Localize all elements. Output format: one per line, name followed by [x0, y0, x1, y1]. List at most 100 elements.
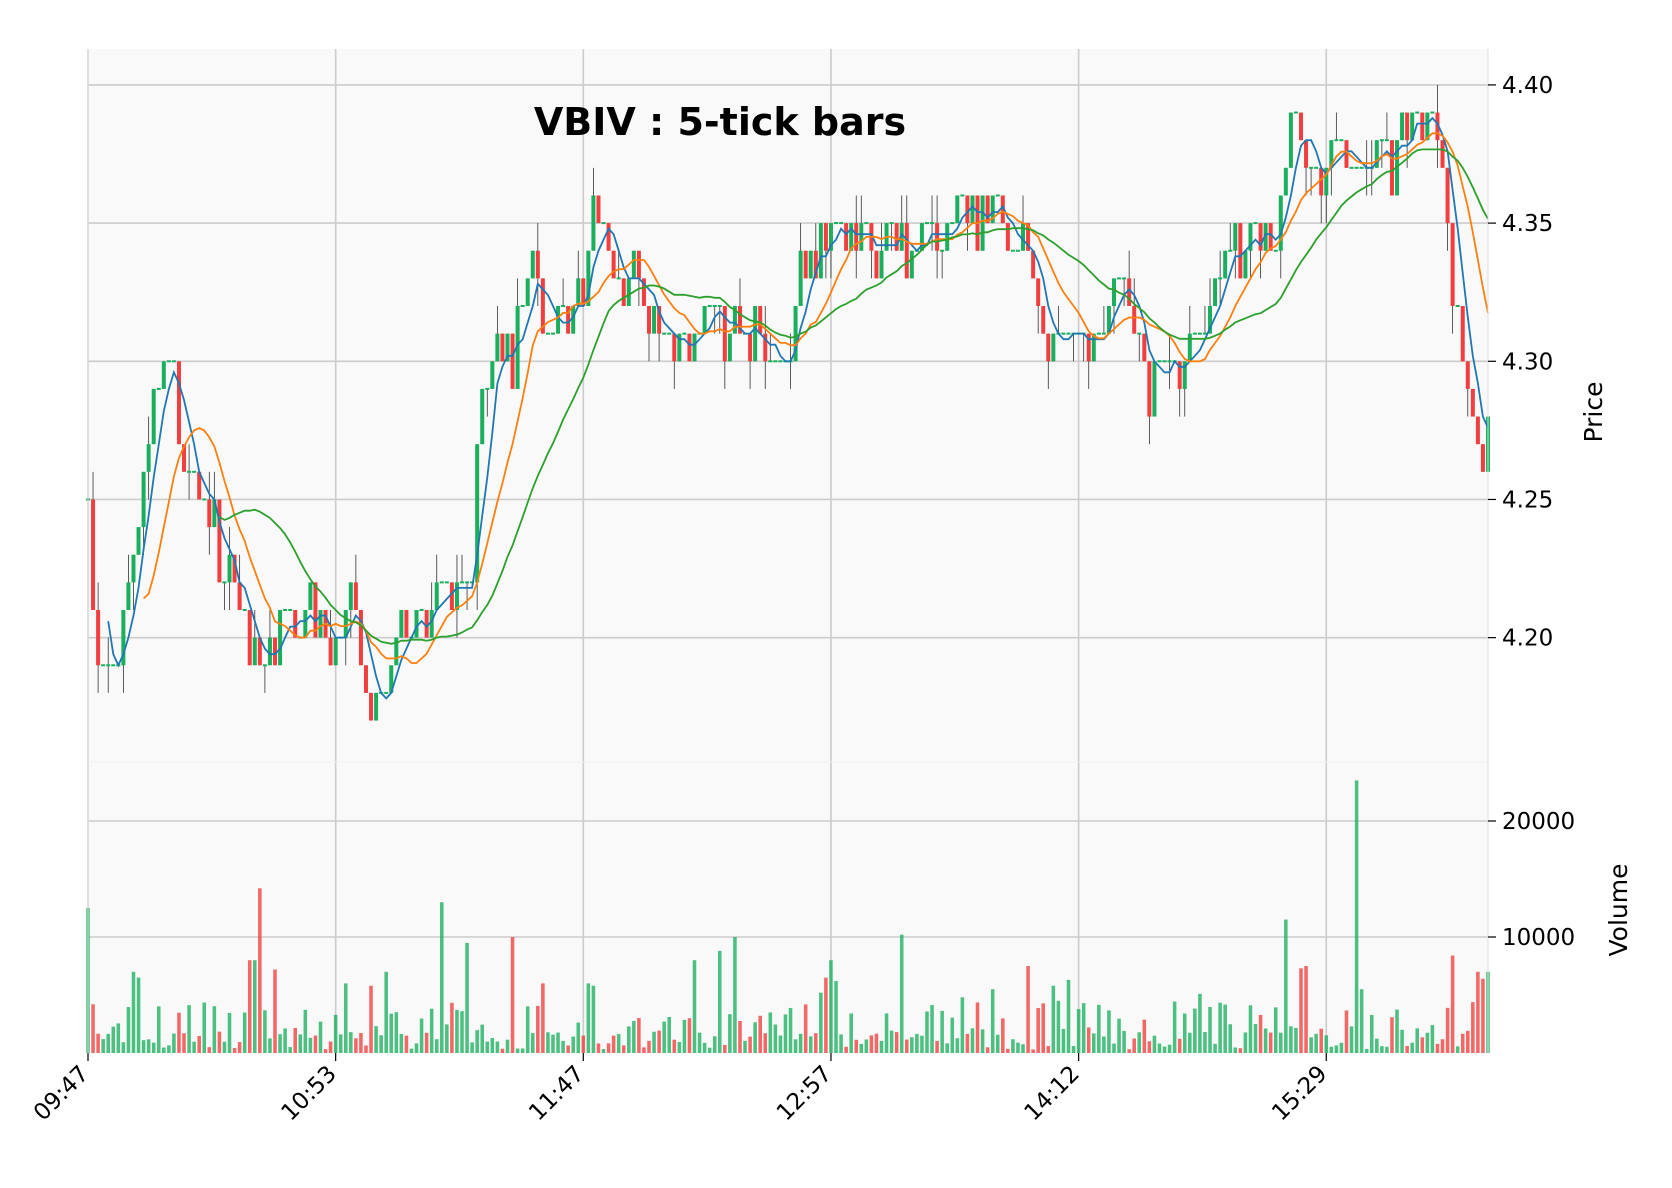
ohlc-bar: [1162, 360, 1167, 363]
bar-body: [727, 333, 732, 362]
ohlc-bar: [1066, 332, 1071, 335]
volume-bar: [278, 1034, 282, 1053]
volume-bar: [485, 1041, 490, 1053]
volume-bar: [1359, 989, 1364, 1053]
volume-bar: [1223, 1004, 1227, 1053]
volume-bar: [409, 1048, 414, 1053]
bar-body: [930, 222, 935, 225]
ohlc-bar: [313, 582, 318, 638]
bar-body: [864, 222, 869, 225]
ohlc-bar: [171, 360, 176, 363]
volume-bar: [167, 1045, 171, 1053]
ohlc-bar: [940, 249, 945, 279]
ohlc-bar: [571, 306, 576, 334]
ohlc-bar: [773, 360, 778, 363]
ohlc-bar: [909, 250, 914, 279]
volume-bar: [1349, 1026, 1354, 1053]
volume-bar: [1177, 1038, 1182, 1053]
ohlc-bar: [525, 278, 530, 307]
bar-body: [131, 554, 136, 583]
bar-body: [950, 222, 955, 225]
ohlc-bar: [1111, 278, 1116, 334]
volume-bar: [1400, 1029, 1404, 1053]
volume-bar: [96, 1033, 100, 1053]
ohlc-bar: [404, 610, 409, 638]
ohlc-bar: [808, 250, 813, 279]
bar-body: [1420, 112, 1425, 141]
bar-body: [166, 360, 171, 363]
bar-body: [288, 609, 293, 612]
volume-bar: [632, 1020, 636, 1053]
ohlc-bar: [652, 306, 657, 334]
volume-bar: [530, 1033, 535, 1053]
ohlc-bar: [434, 554, 439, 611]
volume-bar: [687, 1018, 692, 1053]
bar-body: [1086, 333, 1091, 362]
ohlc-bar: [687, 333, 692, 362]
bar-body: [606, 223, 611, 251]
volume-bar: [242, 1012, 247, 1053]
bar-body: [1026, 223, 1031, 251]
volume-bar: [414, 1043, 419, 1053]
ohlc-bar: [293, 610, 298, 638]
volume-bar: [1284, 919, 1288, 1053]
ohlc-bar: [1425, 112, 1430, 141]
volume-bar: [905, 1039, 909, 1053]
bar-body: [677, 333, 682, 362]
volume-bar: [1092, 1033, 1096, 1053]
bar-body: [935, 223, 940, 251]
ohlc-bar: [187, 444, 192, 500]
ohlc-bar: [242, 609, 247, 612]
bar-body: [763, 333, 768, 362]
ohlc-bar: [581, 278, 586, 307]
volume-bar: [1071, 1045, 1076, 1053]
bar-body: [940, 249, 945, 252]
ohlc-bar: [1122, 277, 1127, 307]
ohlc-bar: [844, 223, 849, 251]
bar-body: [1450, 223, 1455, 307]
price-tick-label: 4.30: [1502, 349, 1553, 375]
bar-body: [1051, 333, 1056, 362]
ohlc-bar: [1218, 250, 1223, 307]
volume-bar: [1147, 1041, 1152, 1053]
ohlc-bar: [1152, 361, 1157, 417]
moving-average-lines: [107, 116, 1489, 700]
volume-bar: [343, 983, 348, 1053]
volume-bar: [844, 1046, 848, 1053]
volume-bar: [1112, 1043, 1116, 1053]
bar-body: [707, 305, 712, 308]
ohlc-bar: [535, 223, 540, 307]
bar-body: [419, 609, 424, 612]
volume-bar: [788, 1007, 793, 1053]
volume-bar: [1056, 1000, 1061, 1053]
volume-bar: [303, 1009, 308, 1053]
ohlc-bar: [657, 306, 662, 362]
volume-bar: [1481, 978, 1485, 1053]
ohlc-bar: [485, 387, 490, 417]
volume-bar: [465, 942, 469, 1053]
ohlc-bar: [1132, 278, 1137, 334]
volume-bar: [662, 1021, 666, 1053]
ohlc-bar: [1127, 250, 1132, 307]
volume-bar: [970, 1028, 975, 1053]
ohlc-bar: [1101, 306, 1106, 335]
volume-bar: [935, 1040, 939, 1053]
bar-body: [1187, 333, 1192, 362]
bar-body: [1374, 140, 1379, 168]
ohlc-bar: [202, 498, 207, 501]
volume-bar: [177, 1012, 181, 1053]
volume-bar: [156, 1006, 161, 1053]
bar-body: [874, 250, 879, 279]
bar-body: [955, 195, 960, 224]
bar-body: [601, 222, 606, 225]
ohlc-bar: [166, 360, 171, 363]
bar-body: [247, 610, 252, 666]
volume-bar: [1152, 1035, 1157, 1053]
ohlc-bar: [369, 692, 374, 721]
bar-body: [237, 582, 242, 611]
volume-bar: [1172, 1001, 1177, 1053]
ohlc-bar: [692, 333, 697, 362]
volume-bar: [298, 1034, 303, 1053]
ohlc-bar: [1223, 250, 1228, 279]
ohlc-bar: [1415, 111, 1420, 114]
